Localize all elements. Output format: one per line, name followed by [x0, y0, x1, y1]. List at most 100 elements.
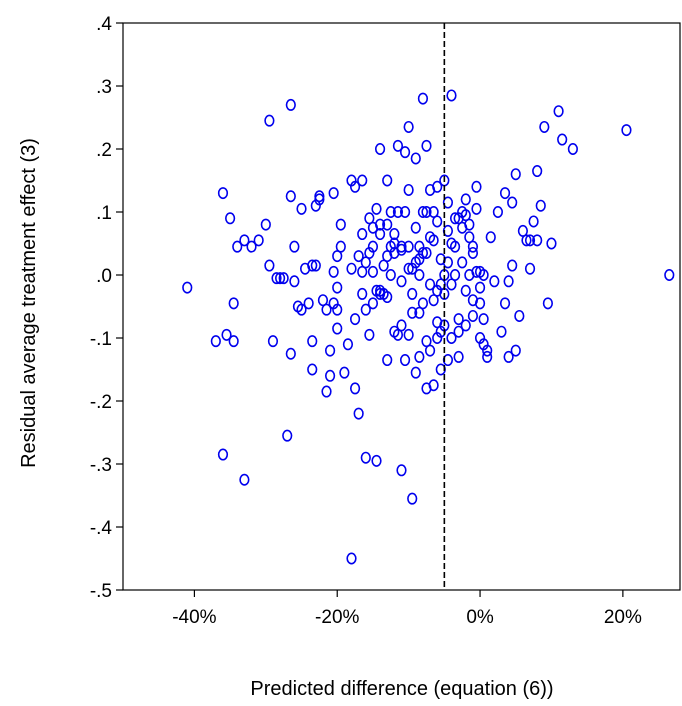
data-point — [182, 281, 193, 294]
data-point — [367, 221, 379, 234]
data-point — [285, 347, 296, 360]
data-point — [521, 234, 532, 247]
x-tick-label: -20% — [315, 607, 359, 628]
data-point — [364, 328, 375, 341]
data-point — [535, 199, 546, 212]
data-point — [453, 313, 464, 326]
y-tick-label: -.5 — [90, 581, 112, 602]
data-point — [349, 180, 361, 193]
y-tick-label: .0 — [96, 266, 112, 287]
data-point — [407, 306, 418, 319]
data-point — [474, 281, 486, 294]
data-point — [324, 344, 336, 357]
data-point — [382, 174, 393, 187]
data-point — [514, 309, 525, 322]
y-axis-label: Residual average treatment effect (3) — [18, 138, 40, 468]
y-axis: .4 .3 .2 .1 .0 -.1 -.2 -.3 -.4 -.5 — [90, 14, 123, 602]
data-point — [367, 265, 379, 278]
data-point — [374, 143, 386, 156]
data-point — [271, 272, 282, 285]
data-point — [385, 268, 396, 281]
data-point — [507, 196, 518, 209]
data-point — [467, 246, 479, 259]
data-point — [432, 180, 443, 193]
data-point — [364, 246, 375, 259]
data-point — [382, 218, 393, 231]
data-point — [449, 240, 461, 253]
data-point — [321, 303, 332, 316]
data-point — [296, 202, 307, 215]
data-point — [567, 143, 578, 156]
data-point — [524, 262, 536, 275]
data-point — [417, 206, 429, 219]
data-point — [503, 275, 514, 288]
data-point — [374, 228, 386, 241]
data-point — [417, 92, 429, 105]
y-tick-label: .2 — [96, 140, 112, 161]
data-point — [335, 218, 346, 231]
data-point — [410, 152, 421, 165]
data-point — [246, 240, 257, 253]
data-point — [278, 272, 289, 285]
x-axis: -40% -20% 0% 20% — [172, 590, 642, 628]
data-point — [217, 448, 229, 461]
data-point — [232, 240, 243, 253]
data-point — [285, 98, 296, 111]
data-point — [532, 234, 543, 247]
data-point — [524, 234, 536, 247]
data-point — [253, 234, 264, 247]
data-point — [407, 492, 418, 505]
data-point — [225, 212, 236, 225]
data-point — [335, 240, 346, 253]
data-point — [453, 350, 464, 363]
data-point — [507, 259, 518, 272]
data-point — [342, 338, 354, 351]
y-tick-label: -.4 — [90, 518, 113, 539]
data-point — [478, 338, 489, 351]
data-point — [403, 262, 414, 275]
data-point — [349, 313, 361, 326]
data-point — [303, 297, 314, 310]
data-point — [282, 429, 293, 442]
data-point — [353, 250, 364, 263]
data-point — [417, 246, 429, 259]
data-point — [467, 240, 479, 253]
data-point — [353, 407, 364, 420]
data-point — [332, 322, 343, 335]
data-point — [239, 234, 250, 247]
data-point — [421, 246, 432, 259]
data-point — [403, 120, 414, 133]
data-point — [346, 552, 357, 565]
data-point — [478, 268, 489, 281]
data-point — [471, 202, 482, 215]
data-point — [396, 240, 407, 253]
data-point — [314, 190, 325, 203]
data-point — [399, 354, 411, 367]
data-point — [349, 382, 361, 395]
data-point — [321, 385, 332, 398]
data-point — [328, 187, 339, 200]
data-point — [457, 256, 468, 269]
data-point — [385, 206, 396, 219]
data-point — [210, 335, 221, 348]
data-point — [267, 335, 279, 348]
data-point — [367, 297, 379, 310]
data-point — [453, 325, 464, 338]
data-point — [503, 350, 514, 363]
data-point — [414, 268, 425, 281]
data-point — [289, 240, 300, 253]
data-point — [432, 215, 443, 228]
data-point — [307, 363, 318, 376]
data-point — [424, 278, 436, 291]
data-point — [492, 206, 504, 219]
x-tick-label: -40% — [172, 607, 216, 628]
data-point — [557, 133, 568, 146]
data-point — [307, 335, 318, 348]
data-point — [424, 344, 436, 357]
data-point — [499, 187, 511, 200]
data-point — [474, 297, 486, 310]
data-point — [392, 139, 404, 152]
data-point — [228, 297, 239, 310]
y-tick-label: -.3 — [90, 455, 112, 476]
data-point — [421, 206, 432, 219]
